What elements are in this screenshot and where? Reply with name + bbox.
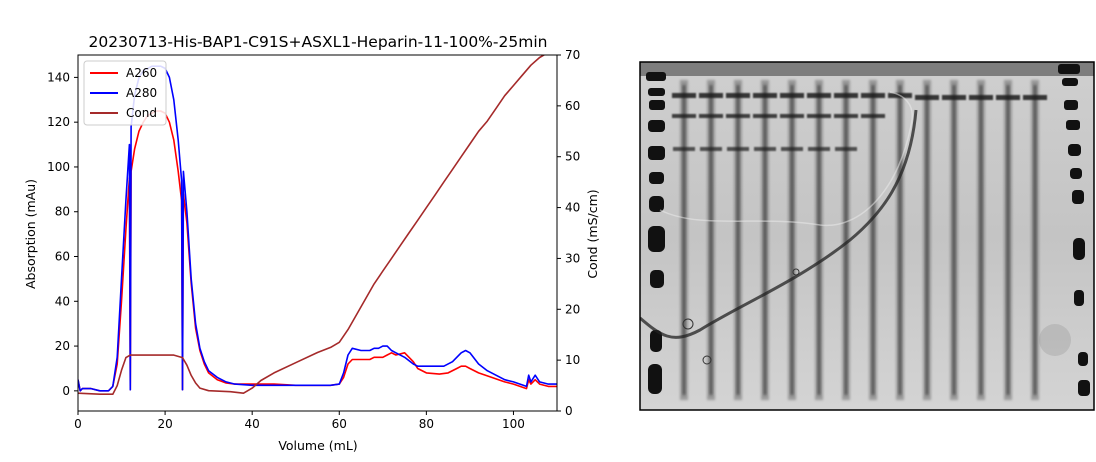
y2-tick-label: 70 [565, 48, 580, 62]
gel-lane-core [1006, 85, 1010, 395]
gel-band [726, 114, 750, 118]
gel-band [672, 93, 696, 98]
gel-band [996, 95, 1020, 100]
legend-label-cond: Cond [126, 106, 157, 120]
x-tick-label: 80 [419, 417, 434, 431]
legend-label-a280: A280 [126, 86, 157, 100]
gel-lane-core [709, 85, 713, 395]
gel-band [861, 114, 885, 118]
gel-content [640, 62, 1094, 400]
gel-bubble [702, 355, 712, 365]
x-tick-label: 60 [332, 417, 347, 431]
gel-band [807, 93, 831, 98]
series-line-cond [78, 55, 546, 395]
gel-band [753, 114, 777, 118]
x-tick-label: 100 [502, 417, 525, 431]
y-tick-label: 60 [55, 250, 70, 264]
gel-band [807, 114, 831, 118]
gel-band [700, 147, 722, 151]
y-tick-label: 140 [47, 70, 70, 84]
gel-band [834, 114, 858, 118]
x-tick-label: 40 [245, 417, 260, 431]
y2-tick-label: 60 [565, 99, 580, 113]
y-tick-label: 0 [62, 384, 70, 398]
y-axis-label: Absorption (mAu) [23, 179, 38, 289]
gel-lane-core [844, 85, 848, 395]
gel-band [969, 95, 993, 100]
gel-lane-core [682, 85, 686, 395]
gel-band [781, 147, 803, 151]
legend-box [83, 60, 167, 126]
gel-diagonal-smear [640, 109, 918, 339]
x-tick-label: 20 [157, 417, 172, 431]
gel-band [727, 147, 749, 151]
gel-bubble [792, 268, 800, 276]
sds-page-gel-image [639, 61, 1095, 411]
gel-band [808, 147, 830, 151]
y-tick-label: 100 [47, 160, 70, 174]
gel-band [835, 147, 857, 151]
gel-lane-core [790, 85, 794, 395]
gel-lane-core [763, 85, 767, 395]
y2-tick-label: 40 [565, 201, 580, 215]
series-line-a260 [78, 110, 557, 392]
plot-frame [77, 54, 558, 412]
gel-lane-core [925, 85, 929, 395]
marker-lane-right [1058, 64, 1090, 396]
gel-band [780, 93, 804, 98]
sample-lanes [672, 80, 1047, 400]
gel-lane-core [979, 85, 983, 395]
chart-title: 20230713-His-BAP1-C91S+ASXL1-Heparin-11-… [89, 33, 548, 51]
gel-band [780, 114, 804, 118]
gel-lane-core [898, 85, 902, 395]
y-axis-right: 0 10 20 30 40 50 60 70 [557, 48, 580, 418]
legend-label-a260: A260 [126, 66, 157, 80]
gel-band [699, 93, 723, 98]
gel-background [640, 62, 1094, 410]
gel-top-strip [640, 62, 1094, 76]
x-axis: 0 20 40 60 80 100 [74, 411, 525, 431]
gel-bubble [682, 318, 694, 330]
gel-band [673, 147, 695, 151]
gel-band [1023, 95, 1047, 100]
gel-band [672, 114, 696, 118]
legend: A260 A280 Cond [83, 60, 167, 126]
gel-band [942, 95, 966, 100]
gel-band [834, 93, 858, 98]
gel-lane-core [952, 85, 956, 395]
x-tick-label: 0 [74, 417, 82, 431]
gel-lane-core [736, 85, 740, 395]
gel-light-edge [659, 91, 913, 227]
y-tick-label: 80 [55, 205, 70, 219]
gel-band [753, 93, 777, 98]
y-tick-label: 20 [55, 339, 70, 353]
x-axis-label: Volume (mL) [278, 438, 357, 453]
y-axis-left: 0 20 40 60 80 100 120 140 [47, 70, 78, 398]
gel-lane-core [817, 85, 821, 395]
y2-tick-label: 30 [565, 251, 580, 265]
gel-stain [1039, 324, 1071, 356]
gel-frame [639, 61, 1095, 411]
gel-lane-core [1033, 85, 1037, 395]
y2-tick-label: 20 [565, 302, 580, 316]
y2-axis-label: Cond (mS/cm) [585, 189, 600, 278]
marker-lane-left [646, 72, 666, 394]
y-tick-label: 120 [47, 115, 70, 129]
y2-tick-label: 10 [565, 353, 580, 367]
gel-band [861, 93, 885, 98]
gel-band [699, 114, 723, 118]
gel-band [726, 93, 750, 98]
gel-band [754, 147, 776, 151]
gel-lane-core [871, 85, 875, 395]
chromatogram-chart: 20230713-His-BAP1-C91S+ASXL1-Heparin-11-… [23, 33, 600, 453]
y-tick-label: 40 [55, 294, 70, 308]
y2-tick-label: 0 [565, 404, 573, 418]
gel-band [915, 95, 939, 100]
y2-tick-label: 50 [565, 150, 580, 164]
legend-items: A260 A280 Cond [90, 66, 157, 120]
